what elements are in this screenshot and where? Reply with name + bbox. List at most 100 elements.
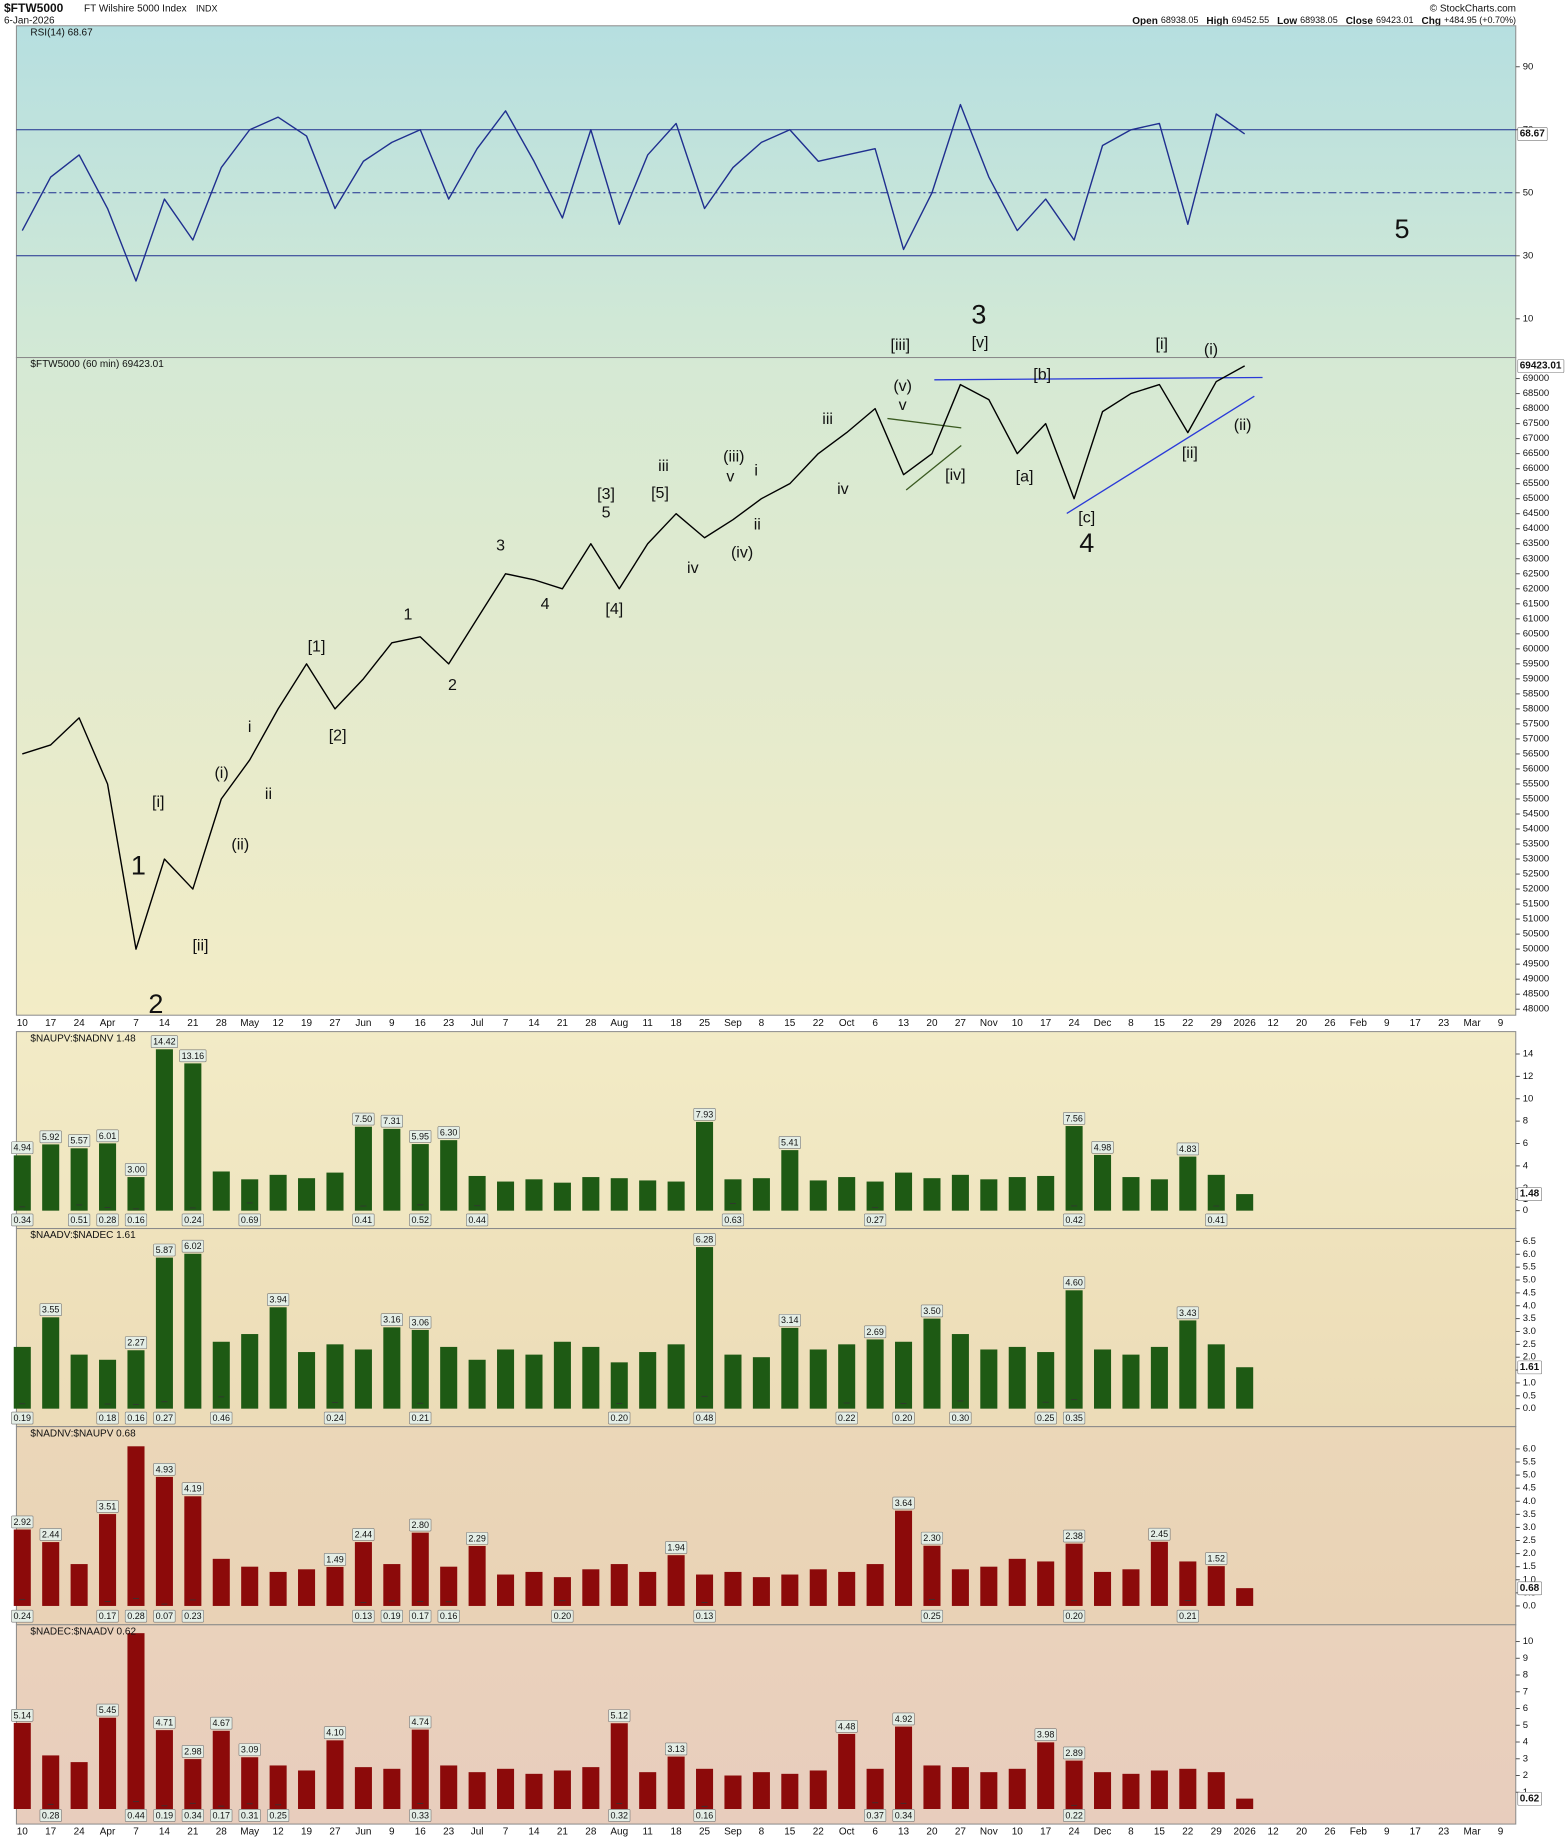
bar — [13, 1155, 31, 1211]
label-box — [1517, 359, 1565, 373]
value-label: 5.92 — [42, 1132, 60, 1142]
exchange: INDX — [196, 3, 218, 13]
label-box — [949, 1411, 972, 1425]
quote-value: 68938.05 — [1161, 15, 1199, 25]
bar — [838, 1344, 856, 1409]
bar — [639, 1571, 657, 1606]
wave-label: (v) — [893, 378, 912, 395]
panel-background — [15, 25, 1517, 359]
x-tick-label: 17 — [1410, 1827, 1422, 1838]
bar — [440, 1140, 458, 1211]
y-tick-label: 65000 — [1523, 493, 1549, 504]
quote-label: Close — [1346, 16, 1374, 27]
label-box — [153, 1243, 176, 1257]
x-tick-label: 12 — [1268, 1827, 1280, 1838]
value-label: 3.00 — [127, 1164, 145, 1174]
y-tick-label: 2 — [1523, 1770, 1528, 1781]
bar — [553, 1341, 571, 1409]
bar — [1065, 1126, 1083, 1211]
low-label: 0.21 — [411, 1413, 429, 1423]
bar — [582, 1569, 600, 1606]
label-box — [437, 1126, 460, 1139]
label-box — [1205, 1213, 1228, 1227]
bar — [1179, 1320, 1197, 1409]
bar — [895, 1726, 913, 1810]
label-box — [181, 1482, 204, 1495]
quote-label: Chg — [1421, 16, 1440, 27]
value-label: 4.10 — [326, 1728, 344, 1738]
wave-label: [iii] — [891, 337, 911, 354]
y-tick-label: 5.0 — [1523, 1470, 1536, 1481]
y-tick-label: 64500 — [1523, 508, 1549, 519]
y-tick-label: 0.0 — [1523, 1403, 1536, 1414]
wave-label: (iv) — [731, 545, 753, 562]
value-label: 2.44 — [355, 1529, 373, 1539]
bar — [354, 1542, 372, 1606]
y-tick-label: 62000 — [1523, 583, 1549, 594]
low-label: 0.13 — [355, 1611, 373, 1621]
bar — [326, 1344, 344, 1409]
x-tick-label: 22 — [813, 1018, 825, 1029]
x-tick-label: 25 — [699, 1018, 711, 1029]
bar — [696, 1121, 714, 1211]
bar — [895, 1510, 913, 1606]
label-box — [892, 1411, 915, 1425]
x-tick-label: 2026 — [1234, 1018, 1257, 1029]
label-box — [11, 1609, 34, 1623]
y-tick-label: 58500 — [1523, 688, 1549, 699]
x-tick-label: Aug — [610, 1827, 628, 1838]
wave-label: 4 — [541, 596, 550, 613]
label-box — [11, 1141, 34, 1155]
low-label: 0.27 — [156, 1413, 174, 1423]
x-tick-label: Jun — [355, 1827, 371, 1838]
wave-label: [c] — [1078, 509, 1095, 526]
label-box — [1034, 1411, 1057, 1425]
bar — [838, 1571, 856, 1606]
x-tick-label: 8 — [1128, 1827, 1134, 1838]
label-box — [96, 1213, 119, 1227]
bar — [468, 1175, 486, 1211]
bar — [895, 1341, 913, 1409]
label-box — [39, 1130, 62, 1144]
y-tick-label: 59000 — [1523, 673, 1549, 684]
bar — [184, 1759, 202, 1810]
bar — [667, 1181, 685, 1211]
y-tick-label: 8 — [1523, 1116, 1528, 1127]
label-box — [1063, 1809, 1086, 1822]
low-label: 0.17 — [411, 1611, 429, 1621]
x-tick-label: 27 — [329, 1827, 341, 1838]
y-tick-label: 6 — [1523, 1703, 1528, 1714]
label-box — [181, 1745, 204, 1758]
x-tick-label: 15 — [784, 1827, 796, 1838]
value-label: 3.13 — [667, 1744, 685, 1754]
x-tick-label: 23 — [1438, 1018, 1450, 1029]
label-box — [11, 1515, 34, 1529]
x-tick-label: Aug — [610, 1018, 628, 1029]
low-label: 0.44 — [468, 1215, 486, 1225]
bar — [1122, 1773, 1140, 1810]
label-box — [835, 1720, 858, 1733]
quote: Open 68938.05 High 69452.55 Low 68938.05 Close… — [1132, 15, 1516, 26]
x-tick-label: 10 — [17, 1018, 29, 1029]
label-box — [124, 1411, 148, 1425]
label-box — [1063, 1213, 1086, 1227]
bar — [468, 1359, 486, 1409]
y-tick-label: 54500 — [1523, 809, 1549, 820]
wave-label: ii — [265, 786, 272, 803]
x-tick-label: 21 — [187, 1827, 199, 1838]
bar — [269, 1765, 287, 1810]
label-box — [608, 1809, 631, 1822]
x-tick-label: 17 — [45, 1827, 57, 1838]
y-tick-label: 58000 — [1523, 703, 1549, 714]
bar — [155, 1257, 173, 1409]
x-tick-label: 22 — [1182, 1827, 1194, 1838]
y-tick-label: 63000 — [1523, 553, 1549, 564]
label-box — [238, 1809, 261, 1822]
value-label: 4.93 — [156, 1464, 174, 1474]
low-label: 0.34 — [895, 1810, 913, 1820]
x-tick-label: 28 — [216, 1827, 228, 1838]
x-tick-label: Mar — [1463, 1827, 1481, 1838]
bar — [923, 1318, 941, 1409]
y-tick-label: 50500 — [1523, 929, 1549, 940]
x-tick-label: Jul — [471, 1018, 484, 1029]
